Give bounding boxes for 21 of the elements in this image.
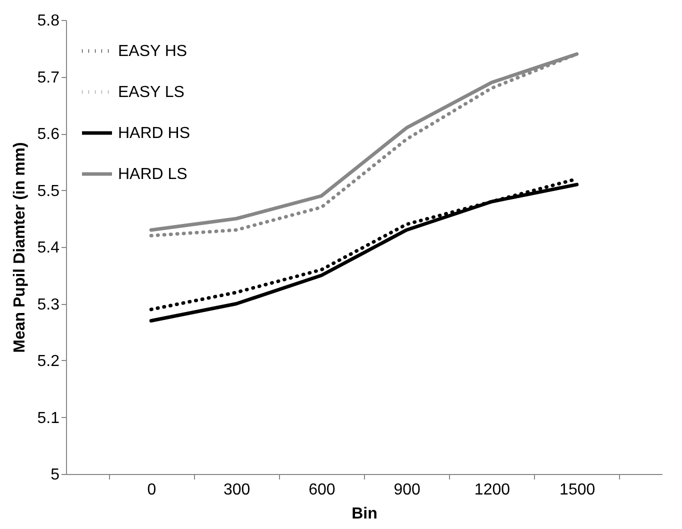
x-tick-label: 300 <box>223 482 250 498</box>
y-tick-label: 5.7 <box>37 69 60 86</box>
y-tick-label: 5.3 <box>37 296 60 314</box>
x-axis-title: Bin <box>352 506 378 522</box>
y-tick-label: 5.8 <box>37 12 60 30</box>
y-tick-label: 5.2 <box>37 353 60 370</box>
legend-label: HARD HS <box>118 125 190 142</box>
x-tick-label: 600 <box>308 482 336 498</box>
y-tick-label: 5.4 <box>37 240 60 256</box>
y-tick-label: 5.5 <box>37 182 60 200</box>
y-tick-label: 5.1 <box>37 410 60 427</box>
y-tick-label: 5.6 <box>37 126 60 143</box>
x-tick-label: 1200 <box>474 482 510 498</box>
x-tick-label: 900 <box>394 482 421 498</box>
x-tick-label: 0 <box>147 482 156 498</box>
legend-label: HARD LS <box>118 166 188 183</box>
legend-label: EASY HS <box>118 43 188 60</box>
y-tick-label: 5 <box>50 466 60 484</box>
x-tick-label: 1500 <box>560 482 596 498</box>
legend-label: EASY LS <box>118 84 184 101</box>
y-axis-title: Mean Pupil Diamter (in mm) <box>11 142 28 353</box>
